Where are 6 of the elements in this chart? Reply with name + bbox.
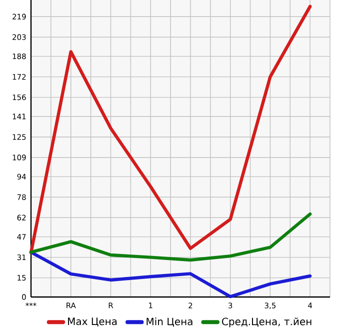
line-series: [29, 250, 312, 298]
line-series: [29, 4, 312, 254]
legend-label: Min Цена: [146, 318, 192, 327]
legend-label: Сред.Цена, т.йен: [222, 318, 312, 328]
line-series: [29, 212, 312, 262]
legend-label: Max Цена: [68, 318, 117, 327]
